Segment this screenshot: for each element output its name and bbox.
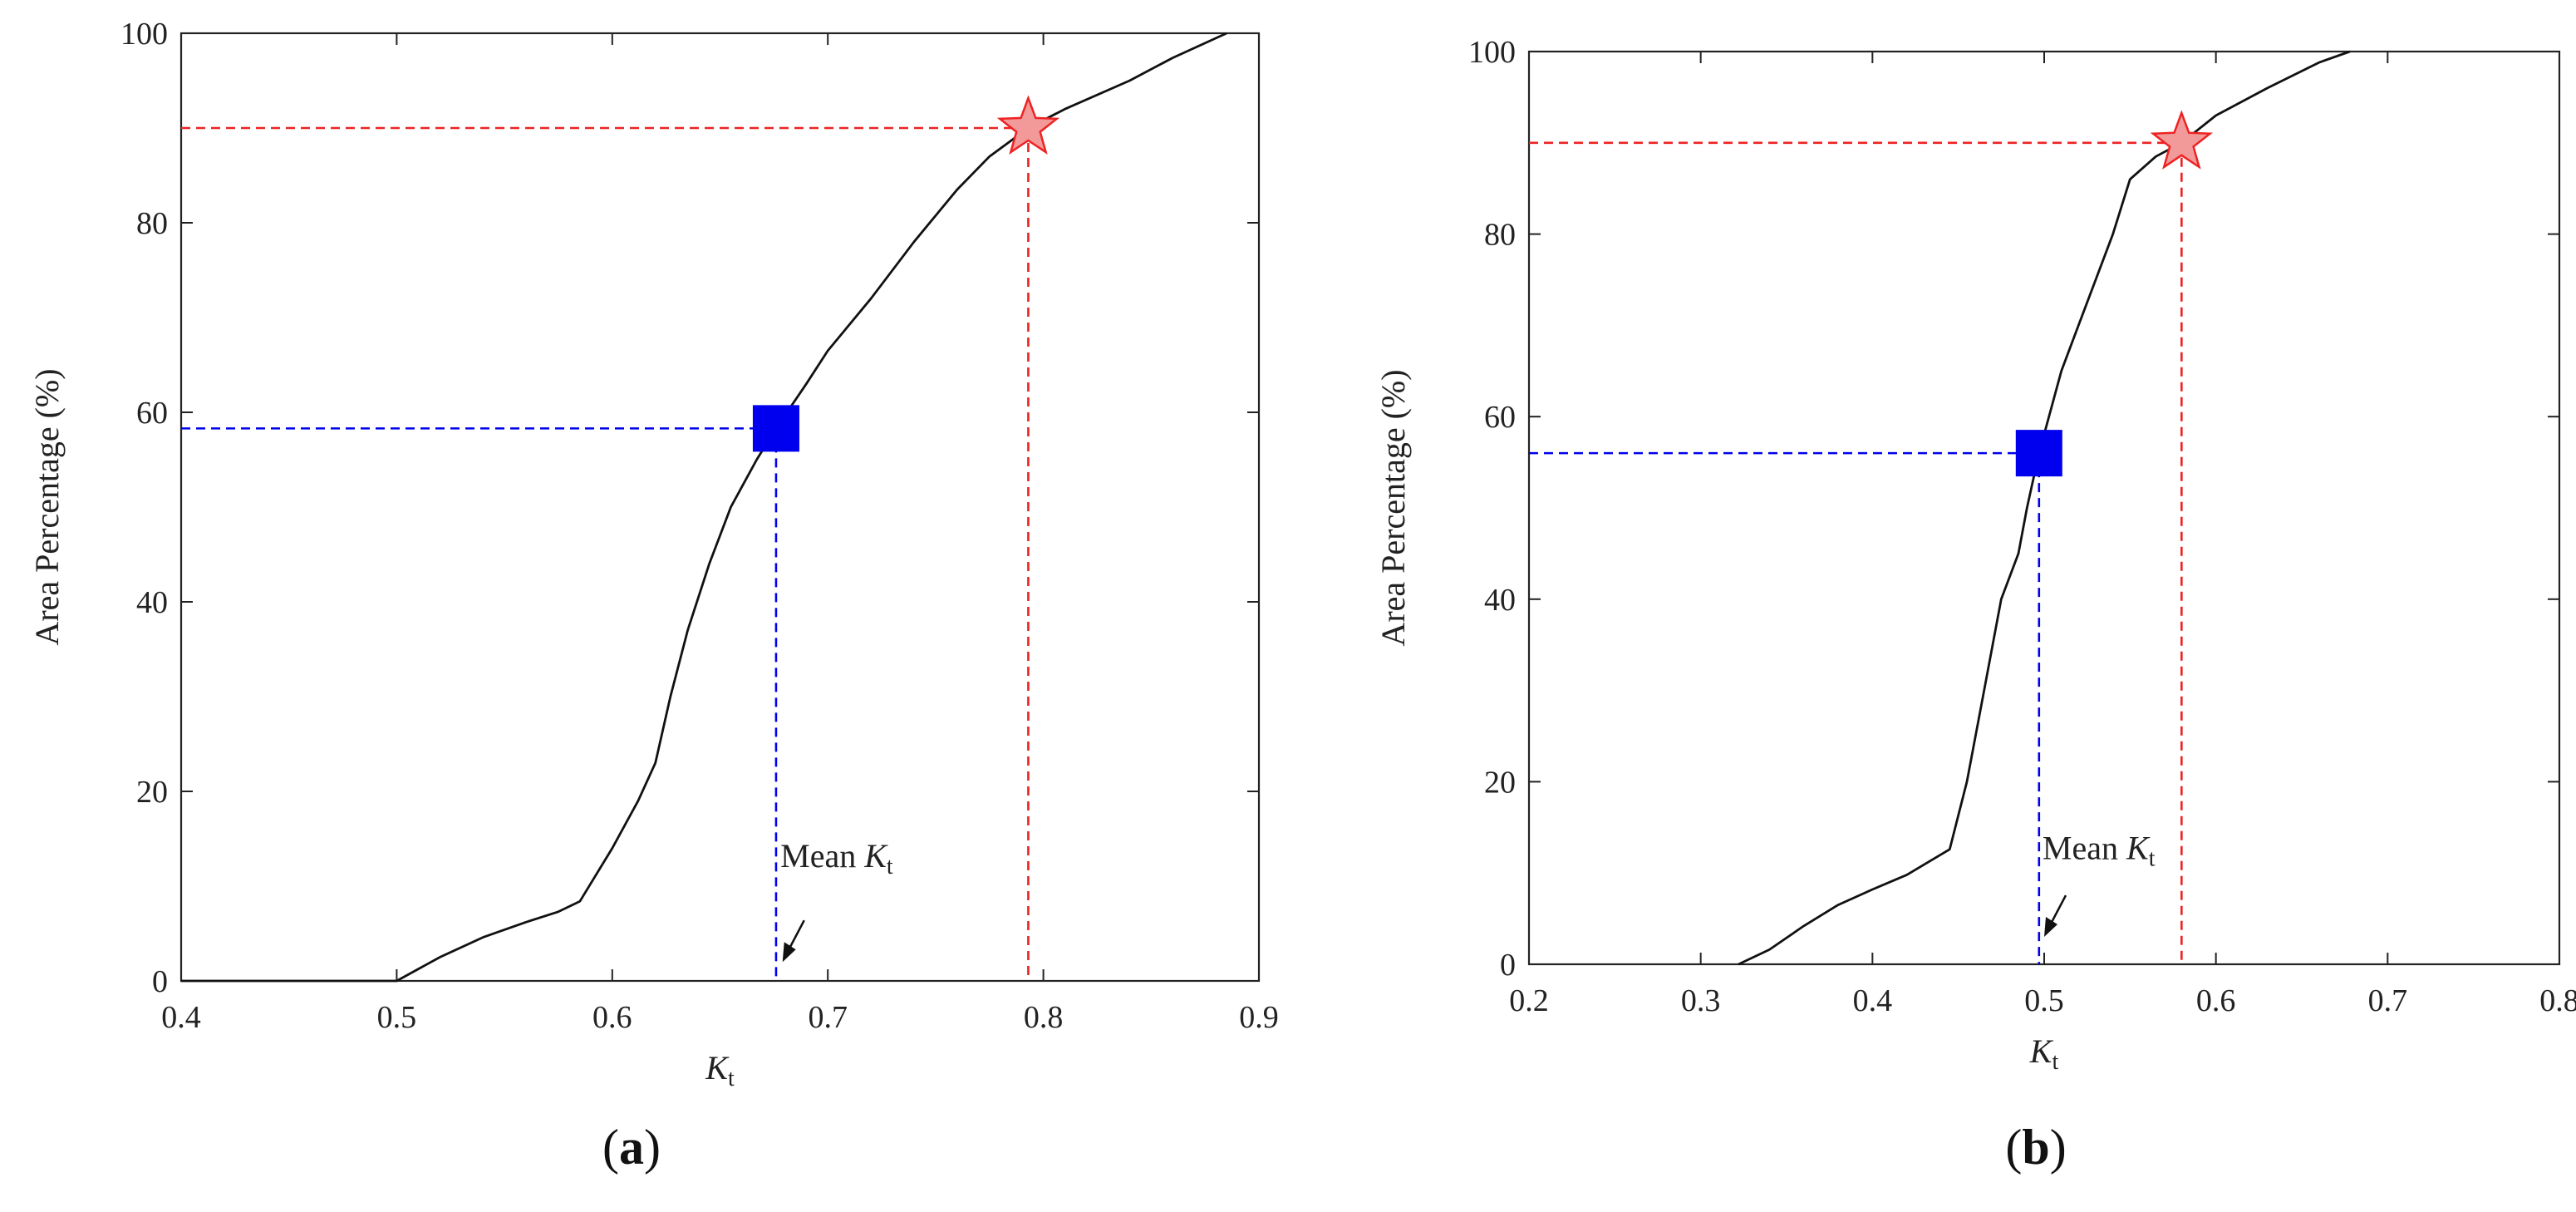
x-tick-label: 0.5 — [2024, 983, 2064, 1018]
y-tick-label: 40 — [136, 585, 168, 620]
plot-frame — [1527, 50, 2561, 966]
cumulative-curve — [181, 32, 1227, 983]
x-tick-label: 0.6 — [592, 1000, 632, 1035]
x-axis-label: Kt — [705, 1049, 735, 1091]
chart-panel-a: 0.4 0.5 0.6 0.7 0.8 0.9 0 20 40 60 80 100 Kt Area Per… — [28, 17, 1279, 1175]
y-tick-label: 60 — [1484, 400, 1516, 435]
x-tick-label: 0.8 — [1024, 1000, 1064, 1035]
x-tick-label: 0.8 — [2539, 983, 2576, 1018]
cumulative-curve — [1738, 50, 2351, 966]
x-tick-label: 0.7 — [808, 1000, 848, 1035]
x-tick-label: 0.5 — [377, 1000, 417, 1035]
plot-frame — [179, 32, 1261, 983]
y-tick-label: 0 — [1500, 948, 1516, 983]
x-tick-label: 0.4 — [1853, 983, 1893, 1018]
chart-panel-b: 0.2 0.3 0.4 0.5 0.6 0.7 0.8 0 20 40 60 80 100 Kt Area … — [1374, 35, 2576, 1175]
x-axis-label: Kt — [2029, 1032, 2059, 1075]
y-axis-label: Area Percentage (%) — [28, 368, 66, 645]
mean-annotation-arrow-head — [782, 942, 796, 963]
y-tick-label: 40 — [1484, 583, 1516, 618]
x-tick-label: 0.2 — [1509, 983, 1549, 1018]
x-tick-label: 0.4 — [161, 1000, 201, 1035]
y-tick-label: 20 — [136, 775, 168, 810]
mean-annotation-label: Mean Kt — [780, 837, 893, 879]
panel-label: (b) — [2005, 1120, 2066, 1175]
y-tick-label: 80 — [1484, 218, 1516, 253]
mean-annotation-label: Mean Kt — [2043, 830, 2156, 872]
mean-marker-square — [2015, 430, 2062, 477]
y-tick-label: 80 — [136, 206, 168, 241]
y-tick-label: 100 — [1468, 35, 1516, 70]
y-tick-label: 0 — [152, 964, 168, 999]
y-axis-label: Area Percentage (%) — [1374, 369, 1412, 646]
mean-annotation-arrow-head — [2044, 917, 2057, 938]
x-tick-label: 0.3 — [1681, 983, 1721, 1018]
y-tick-label: 20 — [1484, 765, 1516, 800]
x-tick-label: 0.9 — [1239, 1000, 1279, 1035]
y-tick-label: 100 — [120, 17, 168, 52]
panel-label: (a) — [602, 1120, 661, 1175]
x-tick-label: 0.6 — [2196, 983, 2236, 1018]
x-tick-label: 0.7 — [2368, 983, 2408, 1018]
p90-marker-star — [2150, 110, 2214, 170]
p90-marker-star — [996, 95, 1060, 155]
y-tick-label: 60 — [136, 396, 168, 431]
mean-marker-square — [752, 405, 799, 452]
